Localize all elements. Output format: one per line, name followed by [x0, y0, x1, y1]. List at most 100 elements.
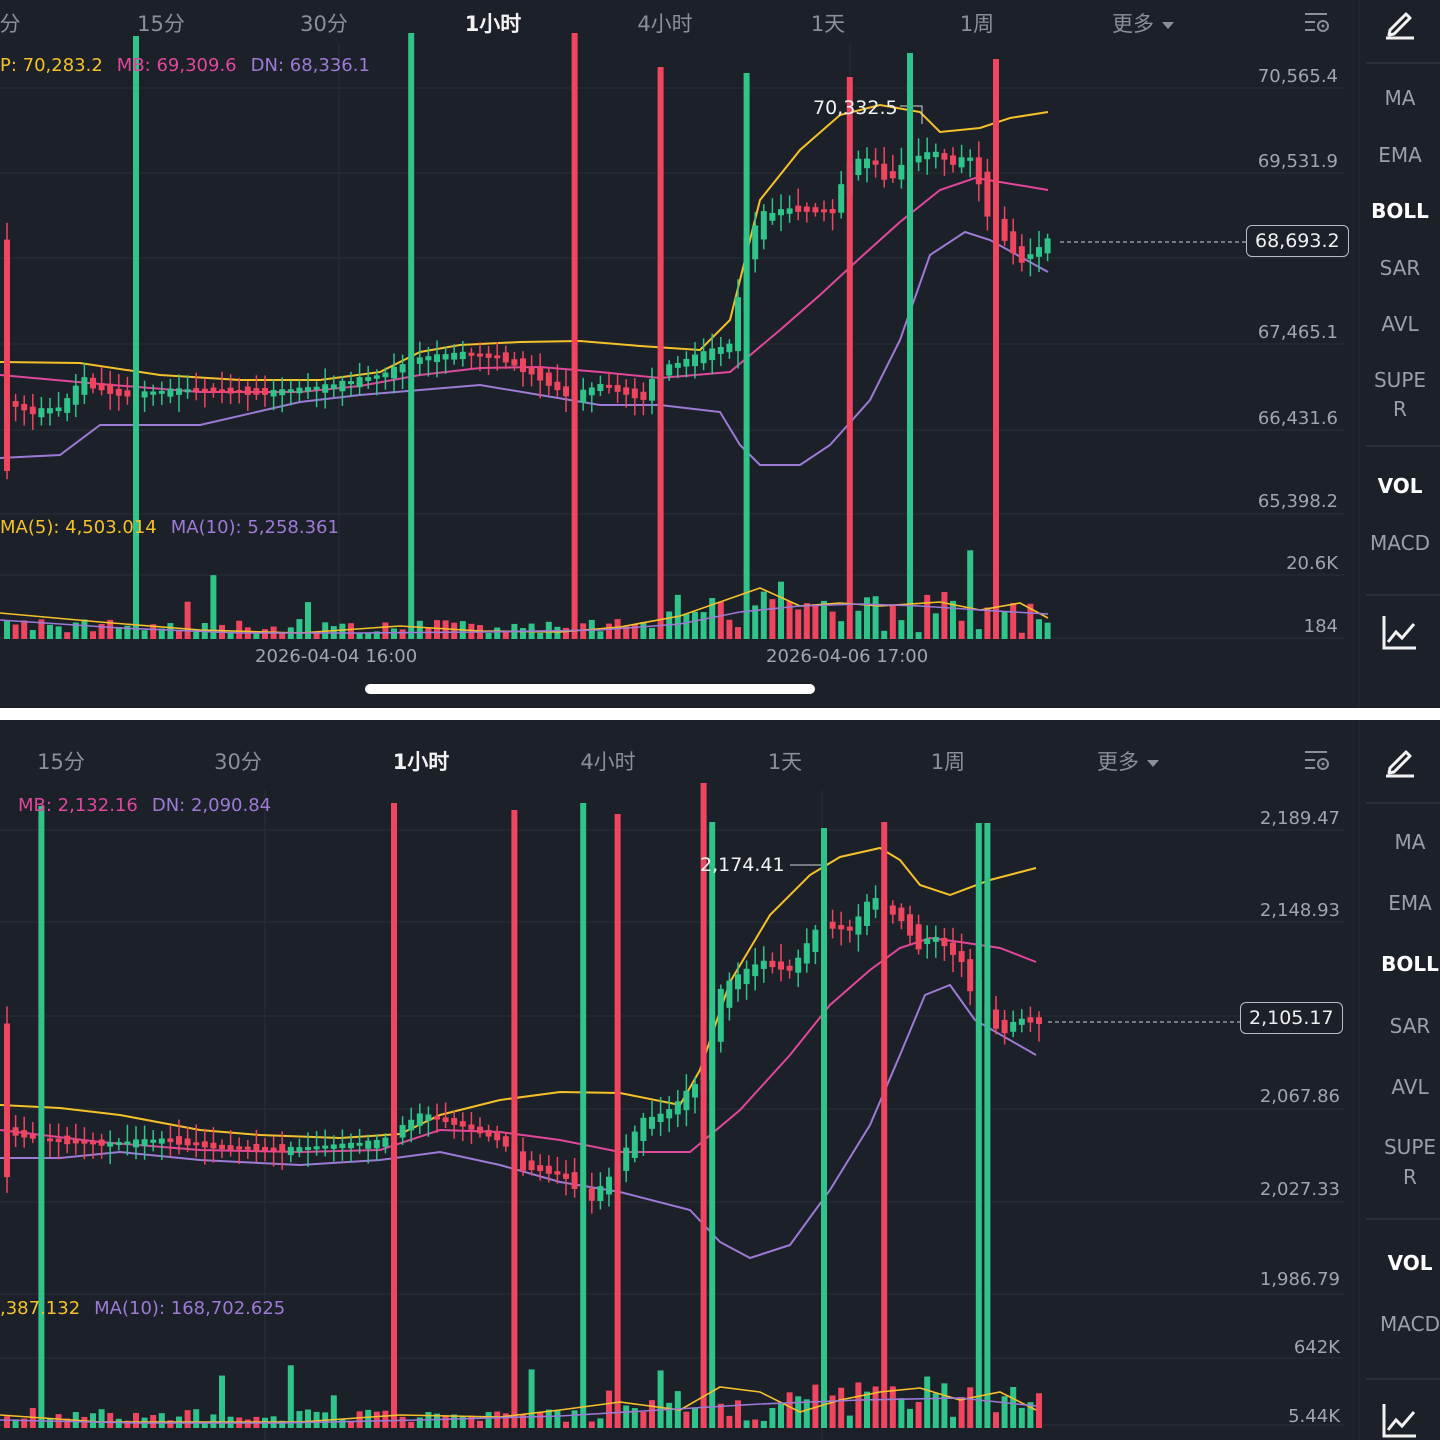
volume-bar [864, 1391, 870, 1428]
pencil-icon[interactable] [1382, 4, 1418, 40]
volume-bar [993, 1412, 999, 1428]
indicator-ma[interactable]: MA [1394, 830, 1426, 854]
top-price-chart[interactable] [0, 0, 1365, 708]
tab-1m[interactable]: 分 [0, 12, 21, 36]
indicator-settings-icon[interactable] [1303, 10, 1331, 34]
candle [279, 389, 286, 396]
volume-bar [692, 611, 698, 639]
candle [356, 1142, 363, 1146]
volume-bar [72, 622, 79, 639]
line-chart-icon[interactable] [1380, 612, 1420, 652]
volume-bar [700, 783, 707, 1428]
volume-bar [545, 1409, 552, 1428]
volume-bar [305, 602, 311, 639]
candle [210, 1142, 217, 1149]
volume-bar [778, 581, 784, 639]
indicator-macd[interactable]: MACD [1370, 531, 1430, 555]
indicator-ema[interactable]: EMA [1388, 891, 1432, 915]
top-volume-ma-values: MA(5): 4,503.014 MA(10): 5,258.361 [0, 517, 353, 538]
indicator-boll[interactable]: BOLL [1381, 952, 1439, 976]
candle [38, 408, 45, 418]
candle [262, 387, 268, 395]
indicator-settings-icon[interactable] [1303, 748, 1331, 772]
tab-15m[interactable]: 15分 [37, 750, 85, 774]
candle [55, 407, 62, 412]
tab-30m[interactable]: 30分 [214, 750, 262, 774]
tab-1w[interactable]: 1周 [959, 12, 995, 36]
volume-bar [760, 1420, 767, 1428]
tab-1w[interactable]: 1周 [930, 750, 966, 774]
boll-upper-line [0, 103, 1049, 381]
price-axis-label: 67,465.1 [1257, 322, 1338, 343]
volume-bar [124, 1420, 131, 1428]
vol-ma5-value: ,387.132 [0, 1298, 81, 1319]
indicator-ema[interactable]: EMA [1378, 143, 1422, 167]
candle [72, 385, 79, 405]
candle [270, 390, 277, 397]
indicator-sar[interactable]: SAR [1389, 1014, 1431, 1038]
candle [167, 1138, 174, 1143]
volume-bar [829, 611, 836, 639]
bottom-chart-screenshot: 15分 30分 1小时 4小时 1天 1周 更多 MB: 2,132.16 DN:… [0, 720, 1440, 1440]
candle [709, 348, 716, 361]
candle [674, 1101, 681, 1115]
home-indicator[interactable] [365, 684, 815, 694]
candle [623, 1147, 630, 1171]
candle [993, 1009, 999, 1029]
candle [468, 1124, 475, 1130]
volume-axis-label: 642K [1293, 1337, 1340, 1358]
candle [760, 211, 767, 240]
price-axis-label: 2,189.47 [1259, 808, 1340, 829]
volume-bar [313, 1411, 320, 1428]
candle [21, 1130, 28, 1138]
volume-bar [924, 594, 931, 639]
volume-bar [640, 1411, 647, 1428]
indicator-avl[interactable]: AVL [1391, 1075, 1429, 1099]
volume-bar [631, 1408, 638, 1428]
indicator-avl[interactable]: AVL [1381, 312, 1419, 336]
tab-4h[interactable]: 4小时 [637, 12, 693, 36]
indicator-boll[interactable]: BOLL [1371, 199, 1429, 223]
tab-1d[interactable]: 1天 [810, 12, 846, 36]
volume-bar [21, 1418, 28, 1428]
indicator-supertrend[interactable]: SUPE R [1383, 1135, 1437, 1189]
volume-bar [752, 1419, 759, 1428]
volume-bar [950, 1416, 956, 1428]
indicator-sar[interactable]: SAR [1379, 256, 1421, 280]
indicator-vol[interactable]: VOL [1377, 474, 1423, 498]
candle [889, 171, 896, 179]
volume-bar [107, 619, 114, 639]
candle [193, 388, 200, 392]
tab-more[interactable]: 更多 [1097, 746, 1159, 776]
volume-bar [872, 1386, 879, 1428]
tab-1d[interactable]: 1天 [767, 750, 803, 774]
tab-30m[interactable]: 30分 [300, 12, 348, 36]
candle [296, 1147, 303, 1153]
indicator-ma[interactable]: MA [1384, 86, 1416, 110]
volume-bar [1010, 1387, 1017, 1428]
pencil-icon[interactable] [1382, 742, 1418, 778]
volume-bar [950, 600, 956, 639]
volume-bar [399, 629, 406, 639]
tab-more[interactable]: 更多 [1112, 8, 1174, 38]
volume-bar [1027, 1402, 1034, 1428]
tab-1h[interactable]: 1小时 [464, 12, 522, 36]
tab-1h[interactable]: 1小时 [392, 750, 450, 774]
tab-4h[interactable]: 4小时 [580, 750, 636, 774]
volume-bar [81, 619, 88, 639]
volume-bar [580, 623, 587, 639]
bottom-price-chart[interactable] [0, 720, 1365, 1440]
candle [717, 988, 724, 1042]
volume-bar [408, 1421, 415, 1428]
candle [348, 1142, 354, 1149]
volume-bar [907, 53, 913, 639]
indicator-vol[interactable]: VOL [1387, 1251, 1433, 1275]
candle [1027, 1017, 1034, 1023]
volume-bar [554, 626, 561, 639]
tab-15m[interactable]: 15分 [137, 12, 185, 36]
volume-bar [365, 632, 372, 639]
line-chart-icon[interactable] [1380, 1400, 1420, 1440]
indicator-supertrend[interactable]: SUPE R [1373, 368, 1427, 421]
indicator-macd[interactable]: MACD [1380, 1312, 1440, 1336]
volume-bar [571, 1410, 578, 1428]
